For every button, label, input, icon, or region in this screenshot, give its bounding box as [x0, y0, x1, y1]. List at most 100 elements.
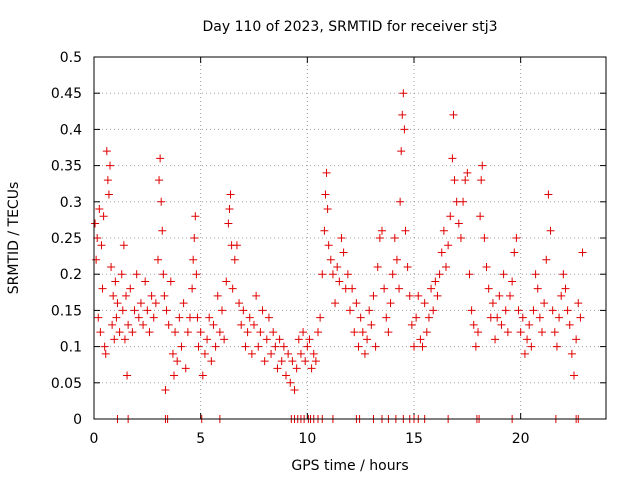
data-point — [518, 313, 527, 322]
data-point — [439, 226, 448, 235]
data-layer — [91, 89, 587, 423]
data-point — [510, 248, 519, 257]
x-tick-label: 20 — [512, 431, 530, 447]
data-point — [149, 313, 158, 322]
data-point — [449, 110, 458, 119]
data-point — [424, 313, 433, 322]
data-point — [113, 299, 122, 308]
data-point — [273, 364, 282, 373]
data-point — [211, 342, 220, 351]
data-point — [232, 241, 241, 250]
data-point — [533, 284, 542, 293]
data-point — [482, 262, 491, 271]
data-point — [286, 378, 295, 387]
data-point — [384, 328, 393, 337]
data-point — [422, 328, 431, 337]
data-point — [193, 313, 202, 322]
data-point — [480, 234, 489, 242]
data-point — [326, 255, 335, 264]
data-point — [166, 277, 175, 286]
data-point — [461, 176, 470, 185]
data-point — [463, 168, 472, 177]
data-point — [226, 190, 235, 199]
data-point — [382, 313, 391, 322]
data-point — [386, 299, 395, 308]
data-point — [183, 328, 192, 337]
data-point — [260, 357, 269, 366]
data-point — [267, 349, 276, 358]
data-point — [147, 291, 156, 300]
data-point — [488, 299, 497, 308]
data-point — [196, 328, 205, 337]
data-point — [525, 320, 534, 329]
data-point — [130, 306, 139, 315]
data-point — [173, 357, 182, 366]
data-point — [194, 342, 203, 351]
data-point — [416, 335, 425, 344]
data-point — [398, 110, 407, 119]
data-point — [92, 255, 101, 264]
data-point — [559, 270, 568, 279]
data-point — [435, 270, 444, 279]
data-point — [170, 371, 178, 380]
data-point — [162, 306, 171, 315]
data-point — [444, 241, 453, 250]
data-point — [324, 241, 333, 250]
data-point — [343, 270, 352, 279]
data-point — [570, 371, 578, 380]
data-point — [292, 364, 301, 373]
data-point — [514, 306, 523, 315]
x-tick-label: 0 — [90, 431, 99, 447]
data-point — [220, 335, 229, 344]
data-point — [367, 320, 376, 329]
data-point — [450, 176, 459, 185]
data-point — [418, 342, 427, 351]
data-point — [115, 328, 124, 337]
data-point — [145, 328, 154, 337]
data-point — [161, 386, 170, 395]
data-point — [192, 270, 201, 279]
data-point — [512, 234, 521, 242]
data-point — [410, 342, 418, 351]
data-point — [243, 328, 252, 337]
data-point — [407, 320, 416, 329]
data-point — [373, 262, 382, 271]
data-point — [459, 197, 468, 206]
data-point — [284, 349, 293, 358]
data-point — [397, 147, 406, 156]
data-point — [200, 349, 209, 358]
data-point — [322, 168, 331, 177]
data-point — [352, 299, 361, 308]
data-point — [331, 299, 340, 308]
data-point — [168, 349, 177, 358]
data-point — [561, 284, 570, 293]
data-point — [189, 255, 198, 264]
x-tick-label: 15 — [405, 431, 423, 447]
data-point — [557, 291, 566, 300]
data-point — [237, 320, 246, 329]
data-point — [399, 89, 408, 98]
data-point — [339, 248, 348, 257]
chart-title: Day 110 of 2023, SRMTID for receiver stj… — [203, 19, 498, 35]
data-point — [218, 306, 226, 315]
data-point — [107, 262, 116, 271]
data-point — [499, 270, 508, 279]
data-point — [254, 342, 263, 351]
data-point — [106, 161, 114, 170]
data-point — [546, 226, 555, 235]
data-point — [578, 248, 587, 257]
y-tick-labels: 0 0.05 0.1 0.15 0.2 0.25 0.3 0.35 0.4 0.45 0.5 — [51, 50, 82, 428]
data-point — [395, 284, 404, 293]
data-point — [346, 306, 354, 315]
data-point — [565, 320, 574, 329]
data-point — [119, 241, 128, 250]
data-point — [157, 197, 166, 206]
data-point — [320, 226, 329, 235]
y-tick-label: 0.15 — [51, 303, 82, 319]
data-point — [100, 342, 109, 351]
data-point — [516, 328, 525, 337]
data-point — [252, 291, 261, 300]
data-point — [95, 205, 104, 214]
data-point — [296, 349, 305, 358]
